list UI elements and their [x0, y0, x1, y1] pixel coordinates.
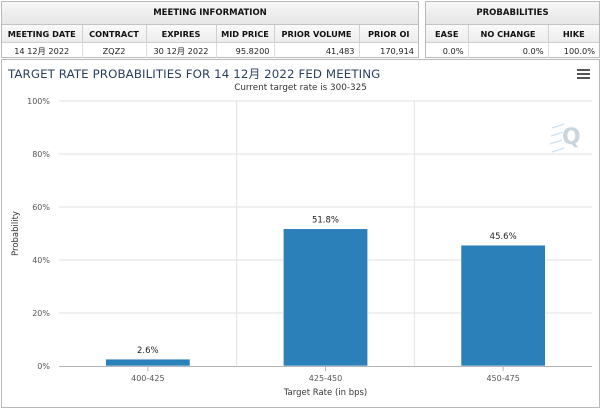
no-change-cell: 0.0%	[468, 42, 549, 58]
x-tick-label: 400-425	[131, 374, 164, 383]
prior-oi-cell: 170,914	[380, 45, 414, 56]
hike-cell: 100.0%	[563, 45, 595, 56]
data-labels: 2.6% 51.8% 45.6%	[137, 216, 517, 356]
bar-425-450[interactable]	[283, 228, 368, 367]
column-header-meeting-date[interactable]: MEETING DATE	[2, 25, 83, 43]
meeting-information-header-row: MEETING DATE CONTRACT EXPIRES MID PRICE …	[2, 25, 418, 43]
table-row: 14 12月 2022 ZQZ2 30 12月 2022 95.8200 41,…	[2, 42, 418, 58]
data-label: 45.6%	[490, 232, 517, 242]
menu-line	[577, 69, 590, 71]
prior-volume-cell: 41,483	[274, 42, 360, 58]
menu-line	[577, 77, 590, 79]
contract-cell: ZQZ2	[82, 42, 147, 58]
y-tick-label: 60%	[32, 203, 50, 212]
bar-450-475[interactable]	[460, 244, 546, 367]
y-tick-label: 80%	[32, 150, 50, 159]
x-axis-ticks: 400-425 425-450 450-475	[131, 366, 520, 383]
meeting-information-panel: MEETING INFORMATION MEETING DATE CONTRAC…	[1, 1, 419, 58]
hamburger-menu-icon[interactable]	[577, 69, 590, 80]
y-tick-label: 100%	[27, 97, 50, 106]
menu-line	[577, 73, 590, 75]
chart-subtitle: Current target rate is 300-325	[234, 83, 367, 93]
y-axis-title: Probability	[11, 211, 21, 256]
expires-cell: 30 12月 2022	[146, 42, 217, 58]
x-axis-title: Target Rate (in bps)	[283, 388, 368, 398]
chart-panel: Q 2.6% 51.8% 45.6% 0% 20% 40% 60% 80% 100% 400-…	[1, 59, 600, 408]
meeting-information-title: MEETING INFORMATION	[2, 2, 418, 25]
meeting-information-table: MEETING DATE CONTRACT EXPIRES MID PRICE …	[2, 25, 418, 58]
bar-400-425[interactable]	[105, 358, 191, 367]
mid-price-cell: 95.8200	[216, 42, 275, 58]
table-row: 0.0% 0.0% 100.0%	[426, 42, 599, 58]
y-tick-label: 20%	[32, 309, 50, 318]
x-tick-label: 425-450	[309, 374, 342, 383]
y-axis-ticks: 0% 20% 40% 60% 80% 100%	[27, 97, 50, 371]
column-header-ease[interactable]: EASE	[426, 25, 469, 43]
x-tick-label: 450-475	[486, 374, 519, 383]
bars	[105, 228, 546, 367]
data-label: 51.8%	[312, 216, 339, 226]
column-header-no-change[interactable]: NO CHANGE	[468, 25, 549, 43]
y-tick-label: 0%	[37, 362, 50, 371]
bar-chart: Q 2.6% 51.8% 45.6% 0% 20% 40% 60% 80% 100% 400-…	[11, 97, 592, 398]
column-header-prior-oi[interactable]: PRIOR OI	[359, 25, 418, 43]
column-header-prior-volume[interactable]: PRIOR VOLUME	[274, 25, 360, 43]
column-header-hike[interactable]: HIKE	[548, 25, 599, 43]
probabilities-header-row: EASE NO CHANGE HIKE	[426, 25, 599, 43]
data-label: 2.6%	[137, 346, 159, 356]
y-tick-label: 40%	[32, 256, 50, 265]
chart-title: TARGET RATE PROBABILITIES FOR 14 12月 202…	[8, 67, 381, 81]
ease-cell: 0.0%	[426, 42, 469, 58]
probabilities-panel: PROBABILITIES EASE NO CHANGE HIKE 0.0% 0…	[425, 1, 600, 58]
probabilities-title: PROBABILITIES	[426, 2, 599, 25]
column-header-contract[interactable]: CONTRACT	[82, 25, 147, 43]
column-header-mid-price[interactable]: MID PRICE	[216, 25, 275, 43]
meeting-date-cell: 14 12月 2022	[2, 42, 83, 58]
column-header-expires[interactable]: EXPIRES	[146, 25, 217, 43]
svg-text:Q: Q	[562, 125, 581, 150]
probabilities-table: EASE NO CHANGE HIKE 0.0% 0.0% 100.0%	[426, 25, 599, 58]
q-logo-icon: Q	[549, 123, 581, 153]
